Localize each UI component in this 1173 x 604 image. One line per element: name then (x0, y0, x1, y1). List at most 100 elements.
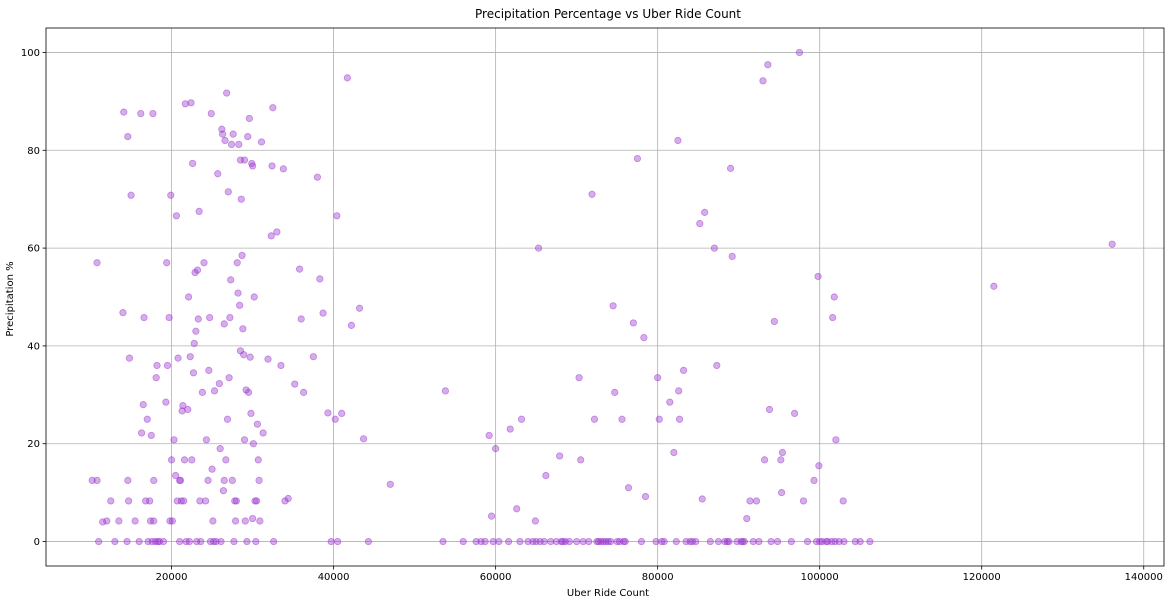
data-point (686, 537, 694, 546)
data-point (725, 537, 733, 546)
data-point (313, 173, 321, 181)
data-point (629, 319, 637, 327)
data-point (241, 517, 249, 525)
data-point (202, 436, 211, 444)
data-point (255, 476, 263, 485)
data-point (147, 431, 155, 440)
data-point (249, 440, 257, 448)
data-point (607, 537, 615, 546)
x-axis-label: Uber Ride Count (567, 588, 649, 599)
data-point (268, 162, 276, 170)
data-point (347, 321, 356, 329)
y-axis-label: Precipitation % (5, 261, 16, 336)
data-point (655, 415, 663, 423)
data-point (225, 374, 233, 382)
data-point (127, 191, 135, 199)
data-point (621, 537, 629, 546)
data-point (189, 369, 198, 377)
data-point (139, 400, 147, 409)
data-point (270, 537, 278, 546)
data-point (516, 537, 524, 546)
data-point (324, 409, 332, 417)
data-point (611, 388, 619, 396)
data-point (609, 302, 617, 310)
data-point (244, 132, 252, 141)
data-point (577, 456, 585, 464)
data-point (193, 266, 202, 274)
data-point (439, 537, 447, 546)
data-point (765, 405, 774, 414)
data-point (172, 471, 180, 480)
data-point (188, 456, 196, 464)
data-point (196, 497, 204, 505)
data-point (273, 228, 281, 236)
data-point (309, 353, 317, 361)
data-point (269, 104, 277, 112)
data-point (728, 252, 736, 261)
data-point (215, 379, 223, 388)
data-point (773, 537, 782, 546)
data-point (194, 315, 202, 323)
data-point (297, 315, 305, 323)
y-tick-label: 60 (27, 244, 40, 255)
data-point (176, 537, 184, 546)
data-point (441, 387, 450, 395)
data-point (830, 293, 838, 301)
data-point (174, 354, 182, 362)
data-point (144, 537, 152, 546)
y-tick-label: 20 (27, 439, 40, 450)
data-point (327, 537, 335, 546)
x-tick-label: 60000 (480, 572, 512, 583)
data-point (675, 415, 684, 423)
data-point (795, 48, 804, 57)
data-point (654, 374, 662, 382)
data-point (746, 497, 754, 505)
data-point (856, 537, 864, 546)
data-point (103, 517, 111, 525)
data-point (248, 162, 257, 170)
data-point (140, 313, 148, 322)
data-point (300, 388, 308, 396)
data-point (481, 537, 489, 546)
data-point (338, 409, 346, 418)
data-point (990, 282, 998, 290)
data-point (641, 492, 650, 501)
data-point (135, 537, 143, 546)
data-point (485, 431, 493, 440)
data-point (264, 355, 272, 363)
data-point (866, 537, 874, 546)
data-point (767, 537, 775, 546)
data-point (752, 497, 761, 505)
data-point (799, 497, 808, 505)
data-point (146, 497, 154, 505)
data-point (235, 140, 243, 149)
data-point (230, 537, 238, 546)
data-point (284, 494, 292, 503)
data-point (193, 537, 201, 546)
data-point (163, 259, 171, 267)
data-point (238, 251, 246, 260)
data-point (743, 514, 751, 523)
data-point (219, 487, 228, 495)
data-point (107, 497, 115, 505)
data-point (755, 537, 763, 546)
data-point (1108, 240, 1116, 248)
data-point (124, 476, 132, 485)
data-point (236, 156, 245, 164)
data-point (214, 170, 222, 178)
data-point (252, 537, 260, 546)
data-point (198, 388, 206, 396)
data-point (186, 353, 194, 361)
data-point (210, 387, 219, 395)
data-point (740, 537, 748, 546)
data-point (210, 537, 218, 546)
y-tick-label: 40 (27, 341, 40, 352)
data-point (223, 415, 232, 423)
data-point (190, 339, 198, 348)
data-point (590, 415, 599, 423)
data-point (221, 136, 229, 145)
data-point (219, 130, 227, 138)
data-point (224, 188, 232, 196)
data-point (229, 130, 237, 138)
